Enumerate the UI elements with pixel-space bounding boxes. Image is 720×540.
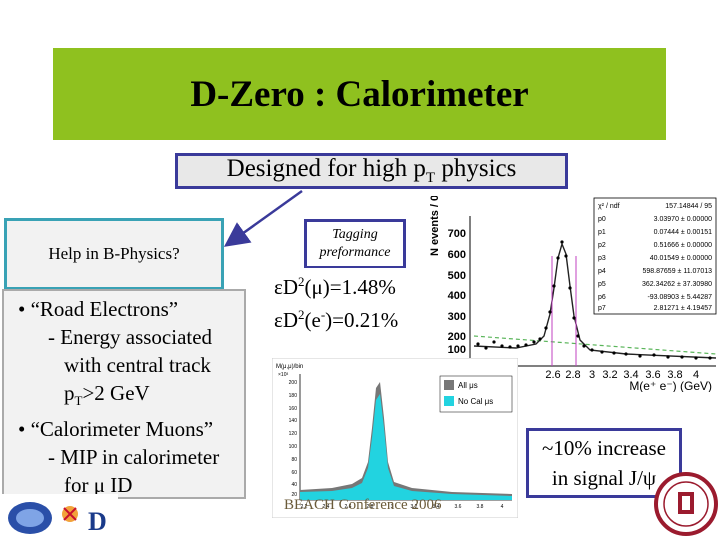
efficiency-muon: εD2(μ)=1.48% — [274, 274, 396, 299]
dimuon-inset-plot: M(μ,μ)/bin ×10³ 200 180 160 140 120 100 … — [272, 358, 518, 518]
bullet-sub-line: with central track — [64, 353, 211, 377]
svg-text:598.87659 ± 11.07013: 598.87659 ± 11.07013 — [643, 268, 713, 275]
inset-header: M(μ,μ)/bin — [276, 364, 303, 370]
signal-fit-curve — [473, 241, 717, 359]
svg-text:3.6: 3.6 — [645, 369, 660, 381]
svg-text:2.4: 2.4 — [323, 504, 330, 510]
svg-text:D: D — [88, 507, 107, 536]
slide-title: D-Zero : Calorimeter — [190, 73, 529, 115]
svg-text:2.8: 2.8 — [367, 504, 374, 510]
bullet-sub-line: for μ ID — [64, 473, 133, 498]
bphysics-box: Help in B-Physics? — [4, 218, 224, 290]
efficiency-electron: εD2(e-)=0.21% — [274, 307, 399, 332]
svg-text:3.2: 3.2 — [602, 369, 617, 381]
svg-text:100: 100 — [448, 344, 466, 356]
dzero-logo: D — [2, 494, 118, 538]
bullet-sub-line: pT>2 GeV — [64, 381, 150, 409]
svg-text:3.8: 3.8 — [667, 369, 682, 381]
svg-text:140: 140 — [289, 418, 298, 424]
svg-text:p7: p7 — [598, 305, 606, 312]
svg-text:300: 300 — [448, 311, 466, 323]
svg-text:700: 700 — [448, 228, 466, 240]
svg-text:p1: p1 — [598, 229, 606, 236]
inset-scale: ×10³ — [278, 372, 288, 378]
svg-text:p5: p5 — [598, 281, 606, 288]
legend-swatch-all — [444, 380, 454, 390]
bullet-sub-line: - Energy associated — [48, 325, 213, 349]
svg-text:40.01549 ± 0.00000: 40.01549 ± 0.00000 — [650, 255, 712, 262]
svg-text:100: 100 — [289, 444, 298, 450]
fit-stats-box — [593, 197, 717, 315]
subtitle-text: Designed for high pT physics — [226, 155, 517, 186]
legend-swatch-nocal — [444, 396, 454, 406]
svg-text:3.6: 3.6 — [455, 504, 462, 510]
svg-text:2.81271 ± 4.19457: 2.81271 ± 4.19457 — [654, 305, 712, 312]
svg-text:3.8: 3.8 — [477, 504, 484, 510]
y-axis-label: N events / 0.04 — [429, 196, 441, 256]
svg-text:-93.08903 ± 5.44287: -93.08903 ± 5.44287 — [647, 294, 712, 301]
svg-text:2.6: 2.6 — [345, 504, 352, 510]
svg-text:160: 160 — [289, 406, 298, 412]
svg-text:2.2: 2.2 — [301, 504, 308, 510]
increase-box: ~10% increase in signal J/ψ — [526, 428, 682, 498]
svg-text:40: 40 — [291, 482, 297, 488]
svg-text:200: 200 — [289, 380, 298, 386]
svg-text:120: 120 — [289, 431, 298, 437]
svg-text:p3: p3 — [598, 255, 606, 262]
data-points — [476, 240, 712, 360]
svg-text:20: 20 — [291, 492, 297, 498]
svg-text:3: 3 — [589, 369, 595, 381]
svg-text:χ² / ndf: χ² / ndf — [598, 203, 620, 210]
fit-stats-rows: χ² / ndf 157.14844 / 95 p0 3.03970 ± 0.000… — [598, 203, 712, 312]
background-fit-line — [473, 335, 717, 355]
svg-text:180: 180 — [289, 393, 298, 399]
svg-text:p0: p0 — [598, 216, 606, 223]
svg-text:p6: p6 — [598, 294, 606, 301]
svg-text:3: 3 — [391, 504, 394, 510]
tagging-line2: preformance — [319, 245, 391, 260]
svg-text:2.8: 2.8 — [565, 369, 580, 381]
svg-text:3.4: 3.4 — [623, 369, 638, 381]
inset-x-ticks: 2.2 2.4 2.6 2.8 3 3.2 3.4 3.6 3.8 4 — [301, 504, 504, 510]
increase-line1: ~10% increase — [542, 436, 666, 460]
svg-text:80: 80 — [291, 457, 297, 463]
svg-text:600: 600 — [448, 249, 466, 261]
svg-text:4: 4 — [501, 504, 504, 510]
x-axis-label: M(e⁺ e⁻) (GeV) — [629, 379, 712, 392]
svg-text:200: 200 — [448, 331, 466, 343]
svg-text:3.4: 3.4 — [433, 504, 440, 510]
legend-nocal-label: No Cal μs — [458, 397, 493, 406]
svg-text:3.2: 3.2 — [411, 504, 418, 510]
tagging-box: Tagging preformance — [304, 219, 406, 269]
footer-text: BEACH Conference 2006 — [284, 497, 442, 513]
increase-line2: in signal J/ψ — [551, 466, 657, 490]
svg-text:157.14844 / 95: 157.14844 / 95 — [665, 203, 712, 210]
svg-text:400: 400 — [448, 290, 466, 302]
svg-text:0.07444 ± 0.00151: 0.07444 ± 0.00151 — [654, 229, 712, 236]
svg-text:362.34262 ± 37.30980: 362.34262 ± 37.30980 — [642, 281, 712, 288]
inset-y-ticks: 200 180 160 140 120 100 80 60 40 20 — [289, 380, 298, 498]
svg-text:3.03970 ± 0.00000: 3.03970 ± 0.00000 — [654, 216, 712, 223]
bullet-calorimeter-muons: • “Calorimeter Muons” — [18, 417, 214, 442]
university-seal-logo — [654, 472, 718, 536]
svg-text:p2: p2 — [598, 242, 606, 249]
svg-text:p4: p4 — [598, 268, 606, 275]
bullet-box: • “Road Electrons” - Energy associated w… — [2, 289, 246, 499]
efficiency-box: εD2(μ)=1.48% εD2(e-)=0.21% — [268, 268, 442, 338]
legend-all-label: All μs — [458, 381, 478, 390]
bullet-sub-line: - MIP in calorimeter — [48, 445, 220, 470]
svg-text:500: 500 — [448, 270, 466, 282]
tagging-line1: Tagging — [332, 227, 378, 242]
y-tick-labels: 700 600 500 400 300 200 100 — [448, 228, 466, 356]
bphysics-label: Help in B-Physics? — [48, 244, 180, 263]
svg-text:60: 60 — [291, 470, 297, 476]
svg-text:4: 4 — [693, 369, 699, 381]
svg-text:0.51666 ± 0.00000: 0.51666 ± 0.00000 — [654, 242, 712, 249]
svg-text:2.6: 2.6 — [545, 369, 560, 381]
title-bar: D-Zero : Calorimeter — [53, 48, 666, 140]
x-tick-labels: 2.6 2.8 3 3.2 3.4 3.6 3.8 4 — [545, 369, 699, 381]
subtitle-box: Designed for high pT physics — [175, 153, 568, 189]
bullet-road-electrons: • “Road Electrons” — [18, 297, 179, 321]
